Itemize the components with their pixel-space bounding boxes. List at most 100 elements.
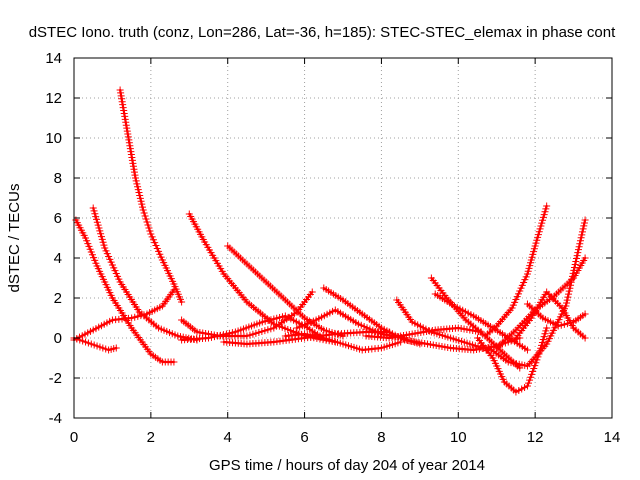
data-point bbox=[135, 189, 143, 197]
tick-labels: 0 2 4 6 8 10 12 14 -4 -2 0 2 4 6 8 10 12 14 bbox=[45, 50, 620, 446]
data-point bbox=[134, 186, 142, 194]
data-point bbox=[564, 293, 572, 301]
series-track-19 bbox=[474, 324, 551, 396]
data-point bbox=[125, 136, 133, 144]
data-point bbox=[94, 221, 102, 229]
data-point bbox=[153, 244, 161, 252]
data-point bbox=[512, 388, 520, 396]
x-tick-label: 6 bbox=[300, 429, 308, 446]
data-point bbox=[138, 200, 146, 208]
data-point bbox=[93, 218, 101, 226]
data-point bbox=[170, 286, 178, 294]
data-point bbox=[537, 222, 545, 230]
data-point bbox=[563, 320, 571, 328]
chart-title: dSTEC Iono. truth (conz, Lon=286, Lat=-3… bbox=[29, 24, 616, 41]
data-point bbox=[563, 299, 571, 307]
ticks bbox=[73, 57, 613, 419]
data-point bbox=[110, 264, 118, 272]
data-point bbox=[521, 276, 529, 284]
plot-frame bbox=[73, 57, 613, 419]
data-point bbox=[99, 344, 107, 352]
data-point bbox=[243, 332, 251, 340]
data-point bbox=[538, 338, 546, 346]
data-point bbox=[581, 216, 589, 224]
x-tick-label: 10 bbox=[450, 429, 467, 446]
data-point bbox=[308, 288, 316, 296]
data-point bbox=[542, 327, 550, 335]
y-tick-label: -4 bbox=[49, 410, 62, 427]
x-tick-label: 12 bbox=[527, 429, 544, 446]
series-track-20 bbox=[481, 202, 551, 340]
data-point bbox=[145, 224, 153, 232]
data-point bbox=[122, 121, 130, 129]
data-point bbox=[252, 329, 260, 337]
data-point bbox=[122, 118, 130, 126]
data-point bbox=[130, 168, 138, 176]
data-point bbox=[112, 344, 120, 352]
data-point bbox=[574, 246, 582, 254]
data-point bbox=[531, 362, 539, 370]
data-point bbox=[136, 194, 144, 202]
data-point bbox=[267, 316, 275, 324]
data-point bbox=[131, 174, 139, 182]
data-point bbox=[139, 206, 147, 214]
data-point bbox=[535, 228, 543, 236]
data-point bbox=[137, 197, 145, 205]
data-point bbox=[357, 321, 365, 329]
data-point bbox=[140, 209, 148, 217]
data-point bbox=[363, 324, 371, 332]
data-point bbox=[118, 98, 126, 106]
data-point bbox=[570, 263, 578, 271]
data-point bbox=[566, 319, 574, 327]
y-tick-label: 8 bbox=[54, 170, 62, 187]
data-point bbox=[93, 215, 101, 223]
data-point bbox=[130, 165, 138, 173]
data-point bbox=[157, 253, 165, 261]
y-tick-label: 14 bbox=[45, 50, 62, 67]
data-point bbox=[529, 367, 537, 375]
data-point bbox=[82, 338, 90, 346]
data-point bbox=[134, 312, 142, 320]
data-point bbox=[578, 228, 586, 236]
data-point bbox=[523, 346, 531, 354]
x-tick-label: 14 bbox=[604, 429, 621, 446]
data-point bbox=[532, 239, 540, 247]
data-point bbox=[525, 379, 533, 387]
data-point bbox=[228, 329, 236, 337]
data-point bbox=[127, 151, 135, 159]
data-point bbox=[106, 255, 114, 263]
data-point bbox=[84, 339, 92, 347]
data-point bbox=[517, 284, 525, 292]
data-point bbox=[566, 284, 574, 292]
data-point bbox=[118, 95, 126, 103]
y-tick-label: 2 bbox=[54, 290, 62, 307]
data-point bbox=[249, 330, 257, 338]
data-point bbox=[213, 332, 221, 340]
series-track-11 bbox=[281, 330, 405, 354]
data-point bbox=[528, 370, 536, 378]
data-point bbox=[128, 156, 136, 164]
data-point bbox=[369, 326, 377, 334]
data-point bbox=[540, 333, 548, 341]
data-point bbox=[140, 311, 148, 319]
data-point bbox=[567, 281, 575, 289]
series-track-4 bbox=[116, 86, 186, 306]
data-point bbox=[219, 331, 227, 339]
data-point bbox=[255, 328, 263, 336]
data-point bbox=[540, 211, 548, 219]
data-point bbox=[521, 384, 529, 391]
data-point bbox=[129, 159, 137, 167]
data-point bbox=[126, 142, 134, 150]
grid bbox=[74, 58, 612, 418]
data-point bbox=[119, 101, 127, 109]
data-point bbox=[571, 260, 579, 268]
data-point bbox=[264, 326, 272, 334]
y-tick-label: 0 bbox=[54, 330, 62, 347]
data-point bbox=[119, 104, 127, 112]
data-point bbox=[574, 249, 582, 257]
data-point bbox=[536, 225, 544, 233]
data-point bbox=[120, 109, 128, 117]
data-point bbox=[124, 130, 132, 138]
data-point bbox=[178, 298, 186, 306]
